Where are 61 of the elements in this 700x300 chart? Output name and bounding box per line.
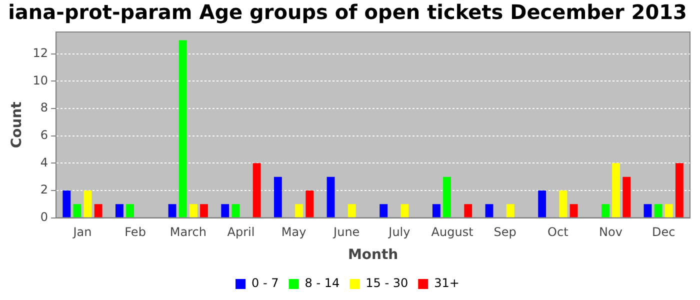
bar (464, 204, 472, 218)
bar (84, 190, 92, 218)
legend-label: 0 - 7 (252, 276, 279, 290)
bar (189, 204, 198, 218)
x-tick-label: May (281, 225, 306, 240)
bar (252, 163, 261, 218)
bar (664, 204, 673, 218)
bar (116, 204, 124, 218)
bar (200, 204, 208, 218)
bar (168, 204, 176, 218)
bar (94, 204, 102, 218)
bar (675, 163, 684, 218)
bar (538, 190, 546, 218)
bar (295, 204, 304, 218)
bar (622, 176, 631, 218)
bar (232, 204, 240, 218)
x-tick-label: August (431, 225, 474, 240)
x-tick-label: Oct (548, 225, 569, 240)
bar (73, 204, 82, 218)
x-tick-label: Feb (124, 225, 146, 240)
y-tick-label: 12 (32, 46, 48, 60)
bar (506, 204, 514, 218)
y-tick-label: 4 (40, 155, 48, 170)
bar (400, 204, 409, 218)
bar (485, 204, 494, 218)
x-tick-label: July (388, 225, 410, 240)
bar (602, 204, 610, 218)
x-tick-label: Sep (494, 225, 516, 240)
legend-label: 8 - 14 (304, 276, 340, 290)
bar (126, 204, 134, 218)
bar (348, 204, 356, 218)
bar (612, 163, 620, 218)
bar (432, 204, 440, 218)
y-tick-label: 2 (40, 182, 48, 197)
chart-title: iana-prot-param Age groups of open tickets December 2013 (8, 0, 687, 24)
bar (443, 176, 451, 218)
y-tick-label: 6 (40, 128, 48, 142)
bar (221, 204, 230, 218)
x-tick-label: Dec (652, 225, 676, 240)
bar (62, 190, 71, 218)
legend-label: 15 - 30 (366, 276, 408, 290)
x-tick-label: April (227, 225, 255, 240)
bar (274, 176, 282, 218)
x-tick-label: March (170, 225, 206, 240)
x-tick-label: Jan (72, 225, 92, 240)
legend-label: 31+ (434, 276, 460, 290)
bar (644, 204, 652, 218)
y-tick-label: 10 (32, 73, 48, 88)
bar (654, 204, 662, 218)
x-tick-label: June (332, 225, 360, 240)
bar (559, 190, 568, 218)
bar (570, 204, 578, 218)
bar (306, 190, 314, 218)
bar (380, 204, 388, 218)
y-tick-label: 8 (40, 100, 48, 115)
bar (326, 176, 335, 218)
y-tick-label: 0 (40, 210, 48, 224)
x-axis-title: Month (348, 247, 398, 264)
y-axis-title: Count (9, 101, 26, 148)
bar (178, 40, 187, 218)
x-tick-label: Nov (599, 225, 622, 240)
